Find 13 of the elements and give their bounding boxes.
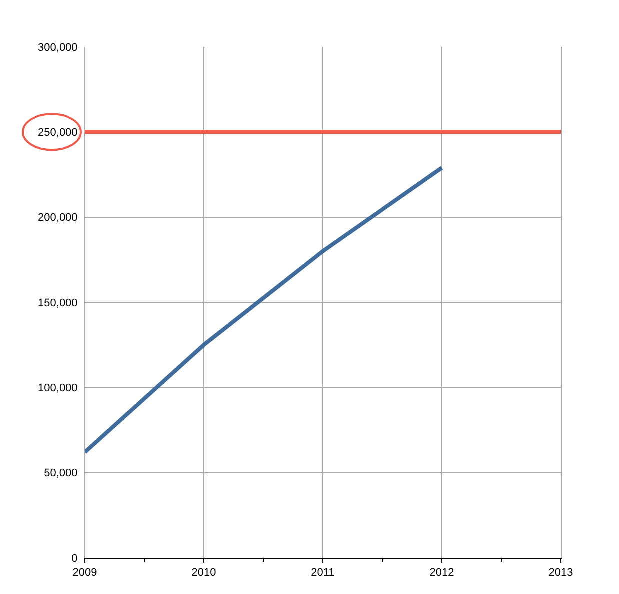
y-tick-label: 200,000	[38, 212, 78, 224]
line-series	[85, 166, 444, 454]
x-tick-label: 2013	[548, 567, 574, 580]
x-tick-label: 2012	[430, 567, 454, 580]
y-tick-label: 50,000	[44, 468, 78, 480]
y-tick-label: 100,000	[38, 382, 78, 395]
x-tick-label: 2010	[192, 567, 216, 580]
x-tick-label: 2011	[311, 567, 335, 580]
y-tick-label: 150,000	[38, 297, 78, 310]
x-tick-label: 2009	[72, 567, 98, 580]
y-tick-label: 0	[72, 552, 78, 565]
y-tick-label: 250,000	[38, 127, 78, 140]
y-tick-label: 300,000	[38, 42, 78, 54]
